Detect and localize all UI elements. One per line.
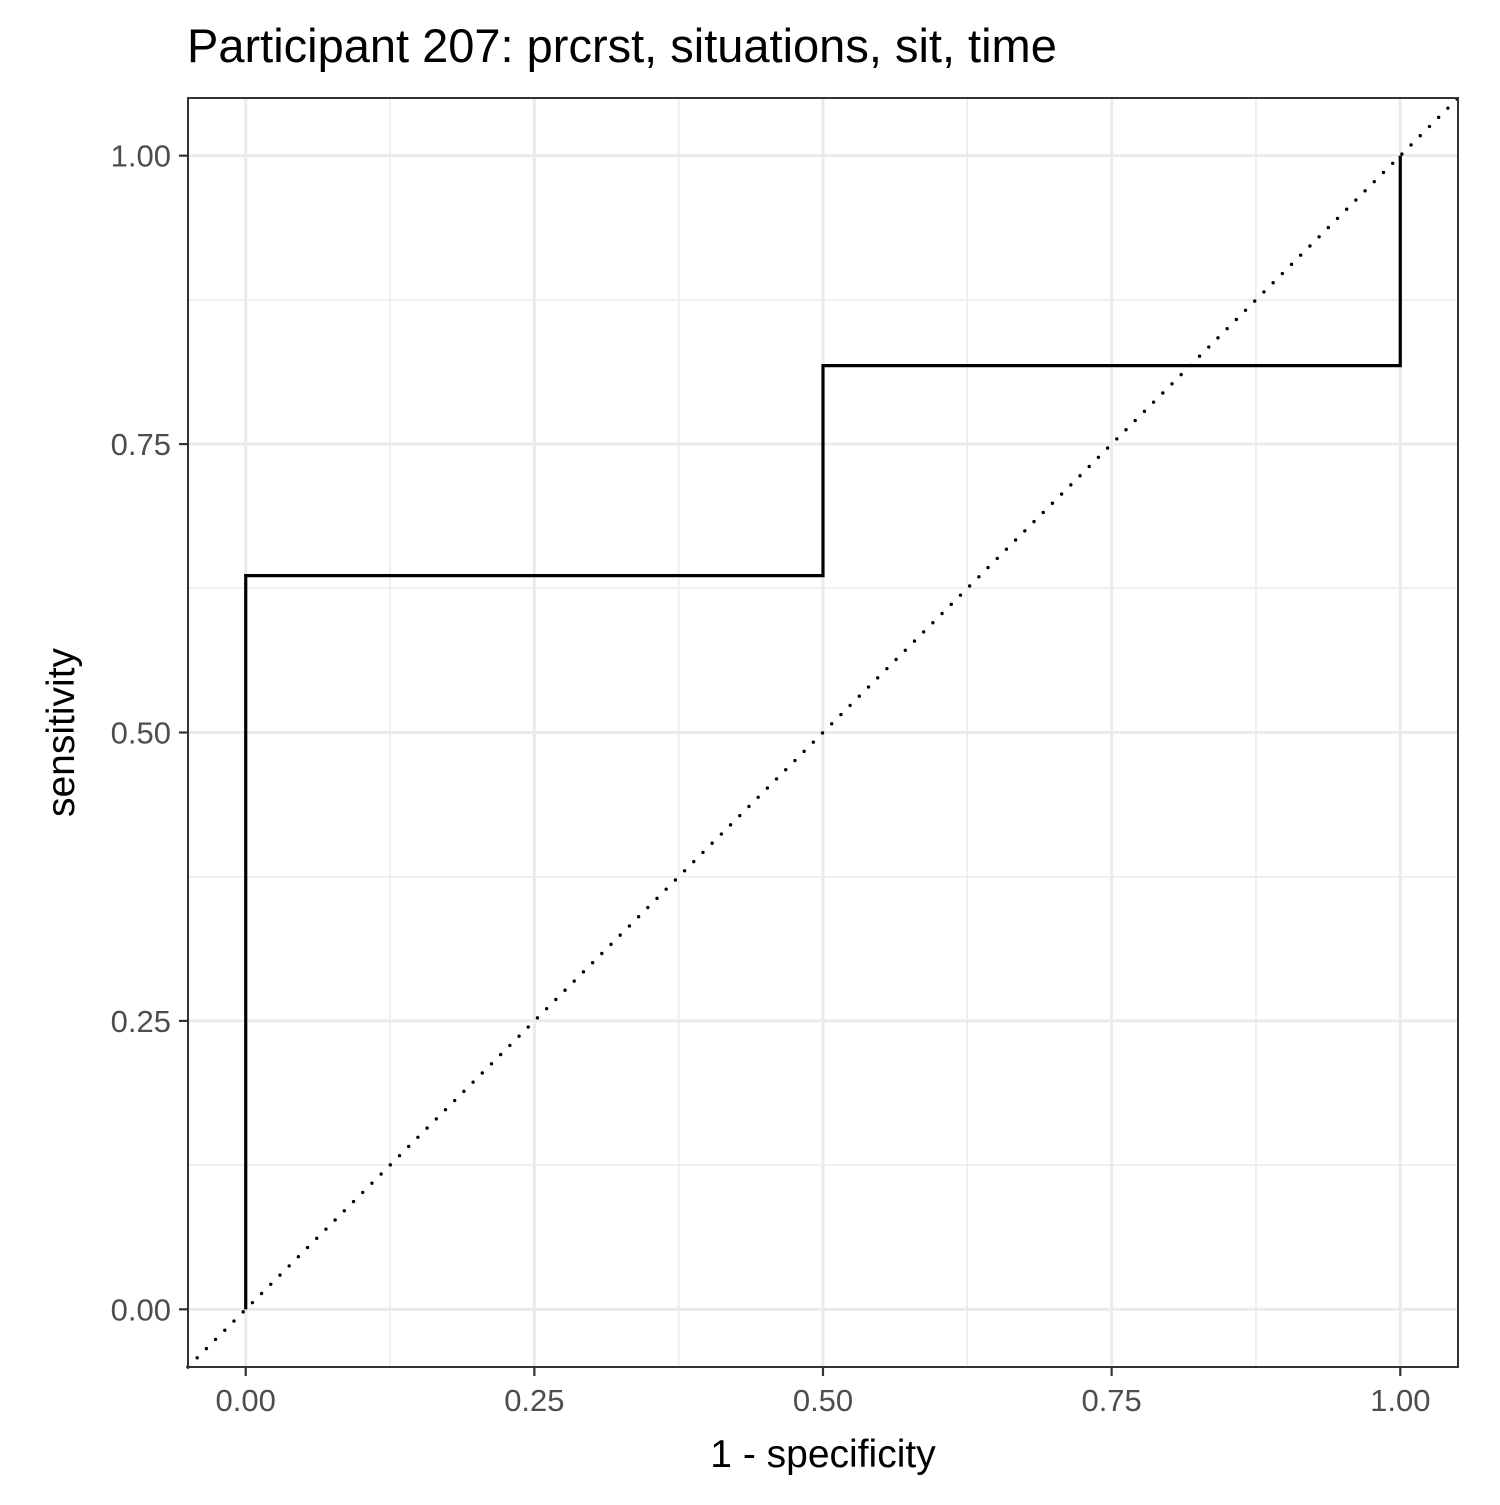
y-axis-title: sensitivity [40, 647, 83, 817]
chance-diagonal-line [186, 96, 1460, 1369]
x-tick-label: 0.25 [504, 1383, 564, 1418]
y-tick-label: 0.50 [111, 716, 171, 751]
data-layer [186, 96, 1460, 1369]
y-tick-label: 1.00 [111, 139, 171, 174]
chart-title: Participant 207: prcrst, situations, sit… [187, 19, 1057, 72]
y-tick-label: 0.25 [111, 1004, 171, 1039]
x-tick-label: 0.00 [216, 1383, 276, 1418]
roc-curve-line [244, 155, 1402, 1310]
x-tick-label: 0.75 [1081, 1383, 1141, 1418]
y-tick-label: 0.75 [111, 427, 171, 462]
y-tick-label: 0.00 [111, 1292, 171, 1327]
x-tick-label: 0.50 [793, 1383, 853, 1418]
x-axis-title: 1 - specificity [710, 1433, 936, 1476]
tick-layer: 0.00 0.25 0.50 0.75 1.00 0.00 0.25 0.50 0.75 1.00 [111, 139, 1431, 1418]
x-tick-label: 1.00 [1370, 1383, 1430, 1418]
